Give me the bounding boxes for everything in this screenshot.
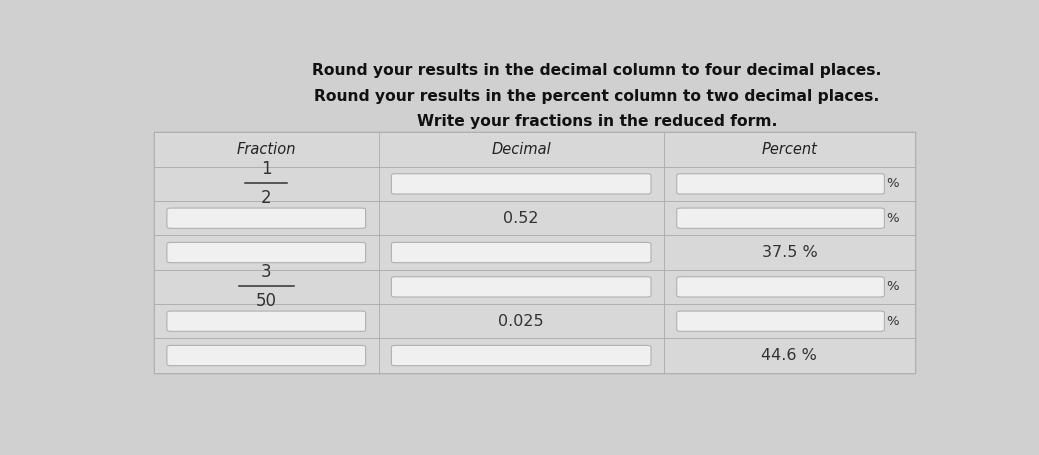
FancyBboxPatch shape	[676, 174, 884, 194]
FancyBboxPatch shape	[392, 277, 651, 297]
Text: %: %	[886, 177, 899, 190]
Text: 0.025: 0.025	[499, 313, 544, 329]
Bar	[154, 131, 915, 373]
Bar	[664, 304, 915, 339]
Text: 0.52: 0.52	[504, 211, 539, 226]
Bar	[378, 339, 664, 373]
Bar	[378, 201, 664, 235]
FancyBboxPatch shape	[167, 345, 366, 366]
Text: 50: 50	[256, 293, 276, 310]
Bar	[154, 167, 378, 201]
Bar	[664, 235, 915, 270]
Text: 1: 1	[261, 160, 271, 177]
Text: 44.6 %: 44.6 %	[762, 348, 818, 363]
Bar	[664, 131, 915, 167]
Text: Write your fractions in the reduced form.: Write your fractions in the reduced form…	[417, 114, 777, 129]
Bar	[154, 270, 378, 304]
Text: 2: 2	[261, 189, 271, 207]
FancyBboxPatch shape	[167, 243, 366, 263]
Text: Round your results in the decimal column to four decimal places.: Round your results in the decimal column…	[312, 63, 882, 78]
FancyBboxPatch shape	[167, 311, 366, 331]
Bar	[378, 270, 664, 304]
Bar	[154, 339, 378, 373]
FancyBboxPatch shape	[167, 208, 366, 228]
Text: %: %	[886, 212, 899, 225]
FancyBboxPatch shape	[676, 277, 884, 297]
FancyBboxPatch shape	[392, 174, 651, 194]
Bar	[378, 304, 664, 339]
Bar	[664, 339, 915, 373]
FancyBboxPatch shape	[392, 243, 651, 263]
Text: Percent: Percent	[762, 142, 818, 157]
FancyBboxPatch shape	[676, 311, 884, 331]
Bar	[378, 131, 664, 167]
Bar	[154, 201, 378, 235]
Bar	[664, 270, 915, 304]
Bar	[154, 131, 378, 167]
Text: %: %	[886, 280, 899, 293]
Bar	[378, 167, 664, 201]
Text: 3: 3	[261, 263, 271, 281]
FancyBboxPatch shape	[392, 345, 651, 366]
Text: %: %	[886, 315, 899, 328]
Text: Fraction: Fraction	[237, 142, 296, 157]
Bar	[378, 235, 664, 270]
Bar	[154, 235, 378, 270]
Text: Decimal: Decimal	[491, 142, 551, 157]
Text: 37.5 %: 37.5 %	[762, 245, 818, 260]
Text: Round your results in the percent column to two decimal places.: Round your results in the percent column…	[314, 89, 880, 104]
FancyBboxPatch shape	[676, 208, 884, 228]
Bar	[664, 201, 915, 235]
Bar	[154, 304, 378, 339]
Bar	[664, 167, 915, 201]
